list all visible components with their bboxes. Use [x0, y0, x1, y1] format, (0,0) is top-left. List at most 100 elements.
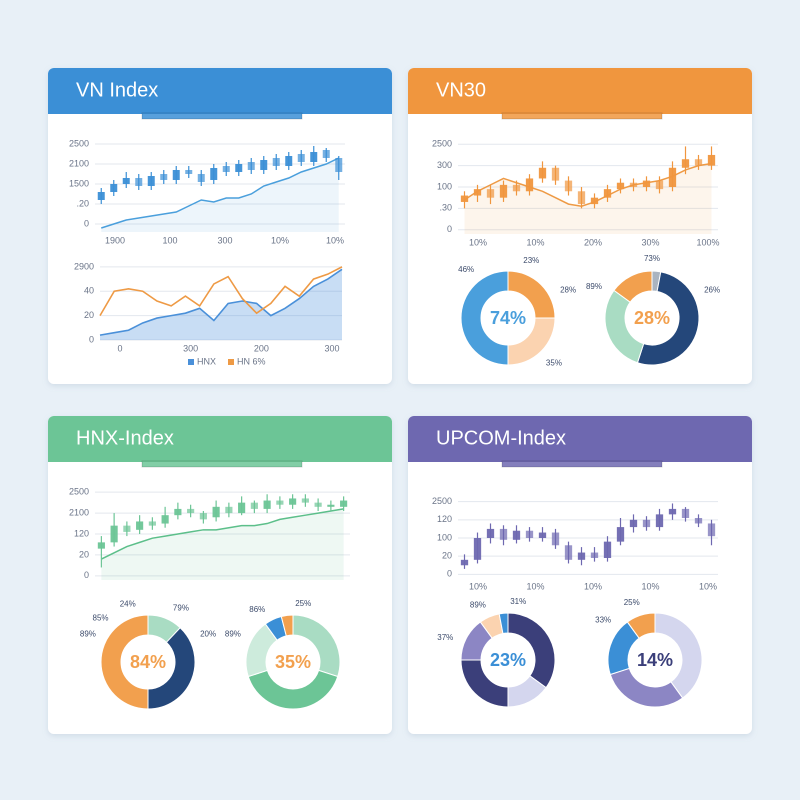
donut-segment [280, 614, 294, 637]
y-tick-label: 100 [437, 532, 452, 542]
candle-body [551, 532, 560, 546]
y-tick-label: .20 [76, 198, 89, 208]
candle-body [642, 180, 651, 187]
donut-annotation: 86% [249, 605, 265, 614]
candle-body [616, 527, 625, 542]
candle-body [538, 532, 547, 538]
donut-segment [498, 612, 509, 635]
candle-body [655, 514, 664, 528]
x-tick-label: 10% [526, 237, 544, 247]
candle-body [297, 154, 305, 162]
candle-body [577, 552, 586, 560]
y-tick-label: 20 [442, 551, 452, 561]
donut-annotation: 89% [470, 600, 486, 609]
y-tick-label: 40 [84, 286, 94, 296]
donut-segment [654, 612, 703, 699]
donut-annotation: 23% [523, 256, 539, 265]
candle-body [314, 502, 322, 507]
candle-body [136, 521, 144, 530]
candle-body [668, 167, 677, 187]
donut-center-label: 14% [637, 650, 673, 670]
card-header [48, 416, 392, 462]
donut-annotation: 33% [595, 616, 611, 625]
trend-area [101, 508, 344, 580]
candle-body [577, 191, 586, 205]
y-tick-label: 2900 [74, 261, 94, 271]
donut-segment [626, 612, 656, 639]
donut-center-label: 74% [490, 308, 526, 328]
series-area [100, 269, 342, 340]
candle-body [525, 530, 534, 538]
donut-segment [100, 614, 149, 710]
candle-body [538, 167, 547, 179]
candle-body [340, 500, 348, 507]
candle-body [172, 170, 180, 180]
candle-body [668, 508, 677, 515]
card [408, 416, 752, 734]
candle-body [707, 523, 716, 537]
candle-body [122, 178, 130, 184]
donut-segment [460, 270, 509, 366]
candle-body [260, 160, 268, 170]
candle-body [310, 152, 318, 162]
donut-annotation: 25% [624, 598, 640, 607]
candle-body [694, 159, 703, 166]
y-tick-label: 0 [447, 569, 452, 579]
x-tick-label: 10% [641, 581, 659, 591]
candle-body [473, 189, 482, 196]
candle-body [460, 559, 469, 566]
y-tick-label: 2500 [69, 138, 89, 148]
donut-segment [147, 627, 196, 710]
candle-body [97, 542, 105, 549]
candle-body [486, 528, 495, 538]
candle-body [289, 498, 297, 505]
donut-annotation: 37% [437, 633, 453, 642]
x-tick-label: 10% [584, 581, 602, 591]
candle-body [197, 174, 205, 182]
candle-body [235, 164, 243, 172]
donut-annotation: 20% [200, 629, 216, 638]
candle-body [263, 500, 271, 509]
donut-annotation: 24% [120, 599, 136, 608]
card-title: VN Index [76, 79, 158, 101]
x-tick-label: 10% [699, 581, 717, 591]
donut-segment [507, 612, 556, 689]
candle-body [276, 500, 284, 505]
donut-center-label: 23% [490, 650, 526, 670]
donut-annotation: 46% [458, 265, 474, 274]
y-tick-label: 20 [79, 549, 89, 559]
candle-body [185, 170, 193, 174]
y-tick-label: 1500 [69, 178, 89, 188]
donut-segment [613, 270, 653, 303]
legend-label: HNX [197, 356, 216, 366]
donut-center-label: 35% [275, 652, 311, 672]
y-tick-label: 2500 [432, 496, 452, 506]
y-tick-label: 2100 [69, 507, 89, 517]
donut-annotation: 31% [510, 597, 526, 606]
candle-body [629, 182, 638, 187]
header-underline [141, 112, 303, 120]
x-tick-label: 300 [183, 343, 198, 353]
candle-body [123, 525, 131, 532]
donut-annotation: 25% [295, 599, 311, 608]
candle-body [247, 162, 255, 170]
header-underline [501, 112, 663, 120]
x-tick-label: 0 [117, 343, 122, 353]
candle-body [135, 178, 143, 186]
candle-body [335, 158, 343, 172]
donut-annotation: 85% [93, 613, 109, 622]
y-tick-label: .30 [439, 203, 452, 213]
candle-body [499, 184, 508, 198]
header-underline [501, 460, 663, 468]
candle-body [499, 528, 508, 540]
y-tick-label: 2500 [432, 139, 452, 149]
x-tick-label: 10% [469, 237, 487, 247]
candle-body [590, 552, 599, 558]
candle-body [486, 189, 495, 198]
candle-body [616, 182, 625, 190]
x-tick-label: 100% [696, 237, 719, 247]
donut-annotation: 73% [644, 254, 660, 263]
y-tick-label: 0 [84, 218, 89, 228]
card [48, 416, 392, 734]
x-tick-label: 100 [162, 235, 177, 245]
